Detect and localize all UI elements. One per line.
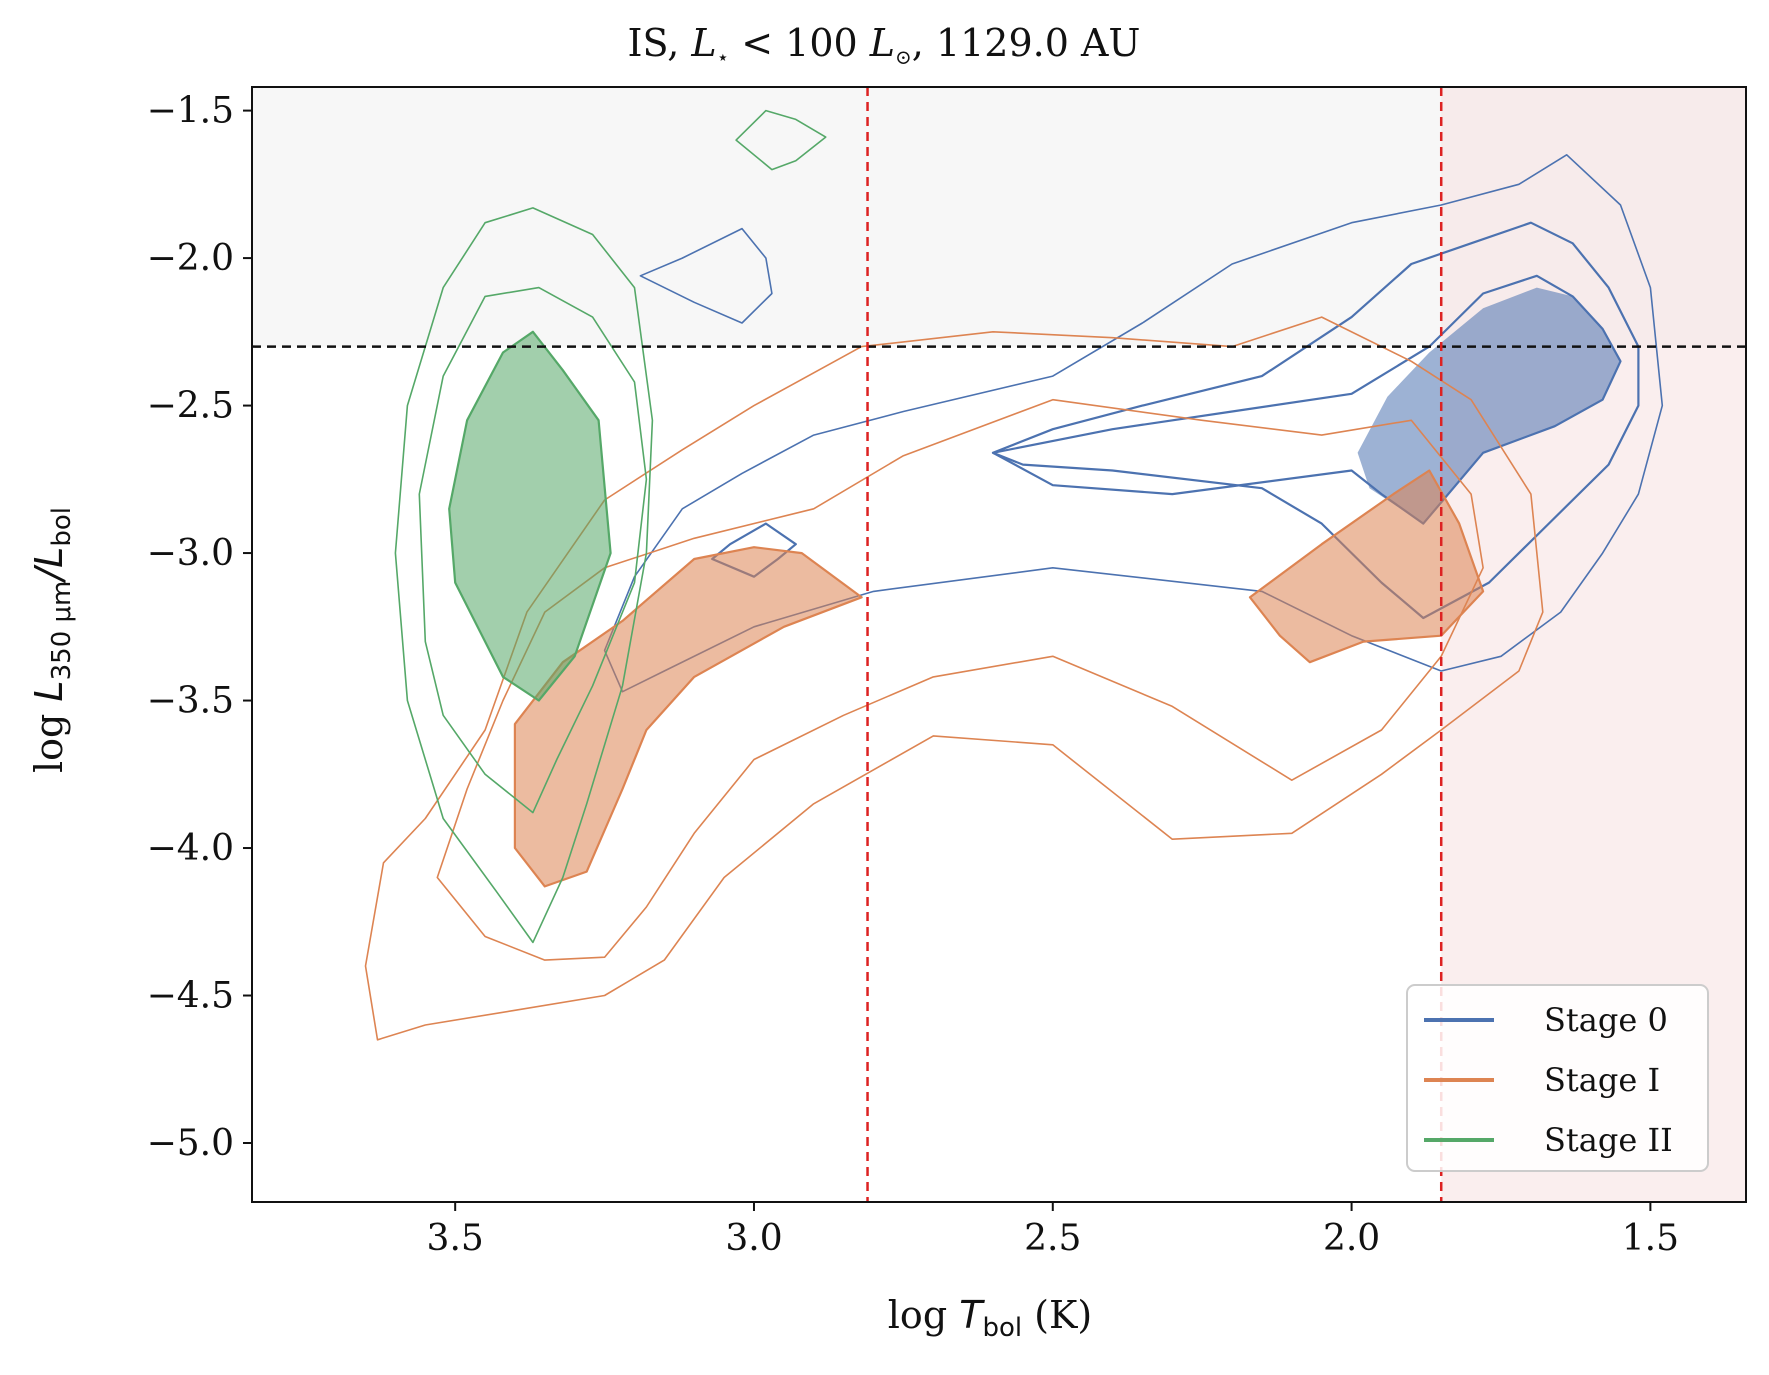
axis-ticks: 3.5 3.0 2.5 2.0 1.5 −1.5 −2.0 −2.5 −3.0 −3.5 −4.0 −… [147,91,1679,1259]
y-tick-label: −4.0 [147,828,234,869]
contour-line-stage-i-2 [436,398,1484,961]
y-tick-label: −1.5 [147,91,234,132]
contour-fill-stage-ii-0 [449,331,611,701]
contour-fill-stage-i-0 [514,547,862,887]
contour-line-stage-ii-0 [448,330,612,702]
y-tick-label: −4.5 [147,976,234,1017]
y-tick-label: −3.0 [147,533,234,574]
legend-box [1406,984,1709,1172]
plot-border [251,86,1747,1203]
y-tick-label: −2.0 [147,238,234,279]
legend-label-stage-0: Stage 0 [1544,1001,1668,1039]
plot-frame [251,86,1747,1203]
y-axis-label: log L350 μm/Lbol [27,507,77,773]
x-tick-label: 3.5 [427,1218,484,1259]
contour-fill-stage-0-0 [1357,287,1621,524]
contour-line-stage-0-2 [603,154,1664,693]
reference-lines [252,87,1746,1202]
x-axis-label: log Tbol (K) [888,1293,1092,1343]
contour-fill-stage-i-1 [1250,470,1484,663]
contour-line-stage-i-3 [364,316,1544,1041]
contour-line-stage-0-3 [639,227,773,324]
y-tick-label: −5.0 [147,1123,234,1164]
contour-line-stage-ii-1 [418,286,648,814]
contour-line-stage-ii-3 [735,109,827,171]
legend: Stage 0 Stage I Stage II [1406,984,1709,1172]
x-tick-label: 2.5 [1024,1218,1081,1259]
x-tick-label: 1.5 [1622,1218,1679,1259]
legend-label-stage-ii: Stage II [1544,1121,1673,1159]
x-tick-label: 3.0 [725,1218,782,1259]
chart-title: IS, L⋆ < 100 L⊙, 1129.0 AU [628,21,1141,69]
contour-line-stage-0-0 [991,274,1622,525]
contour-line-stage-i-0 [513,546,863,888]
y-tick-label: −3.5 [147,681,234,722]
legend-label-stage-i: Stage I [1544,1061,1660,1099]
x-tick-label: 2.0 [1323,1218,1380,1259]
y-tick-label: −2.5 [147,386,234,427]
contour-line-stage-i-1 [1248,469,1485,664]
contour-line-stage-ii-2 [394,207,654,944]
series-stage-i [364,316,1544,1041]
series-stage-ii [394,109,827,944]
